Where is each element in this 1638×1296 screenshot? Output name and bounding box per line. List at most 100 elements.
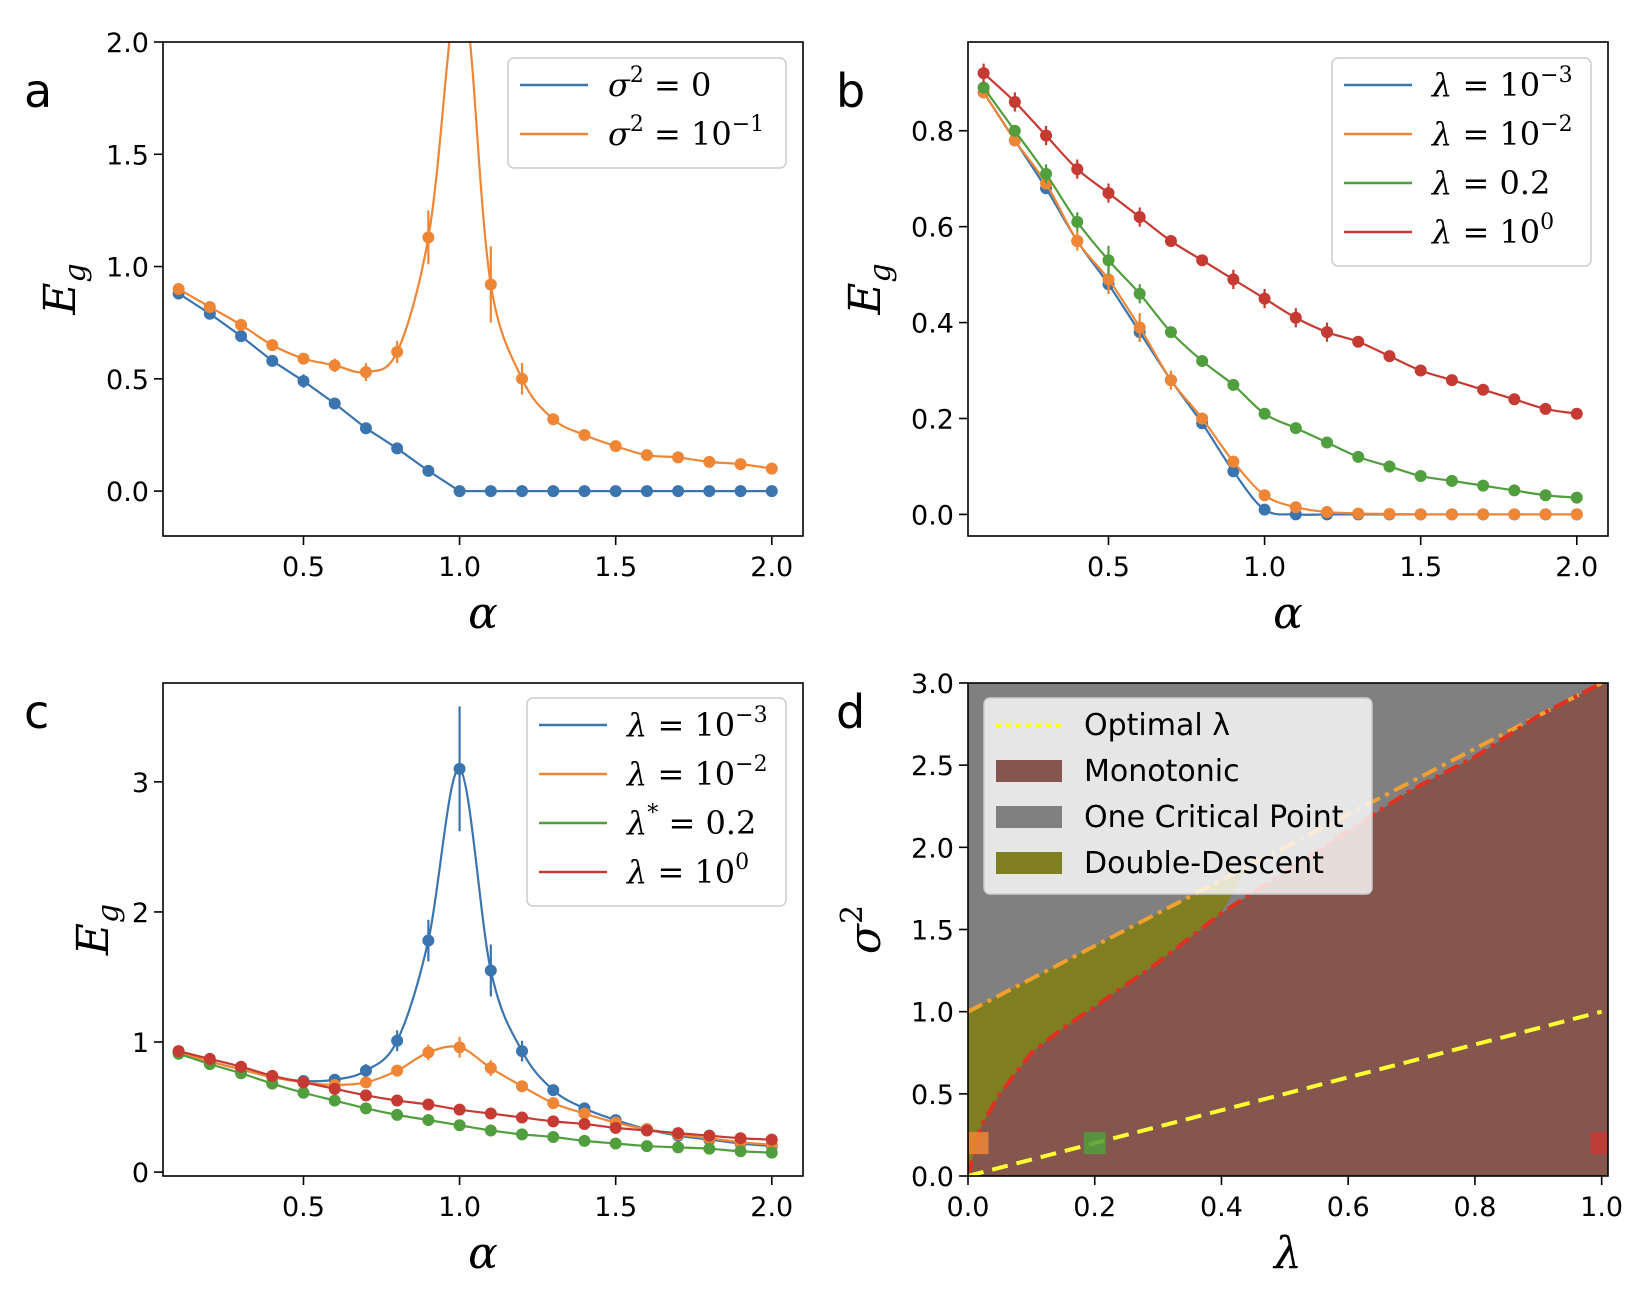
series-blue <box>172 287 778 498</box>
data-point <box>422 1098 435 1111</box>
x-tick-label: 2.0 <box>750 1192 793 1223</box>
data-point <box>1227 465 1240 478</box>
data-point <box>977 67 990 80</box>
data-point <box>516 372 529 385</box>
data-point <box>391 1094 404 1107</box>
data-point <box>1477 508 1490 521</box>
plot-area <box>172 42 778 498</box>
data-point <box>1258 503 1271 516</box>
series-green <box>977 81 1583 504</box>
data-point <box>547 413 560 426</box>
data-point <box>1008 124 1021 137</box>
data-point <box>1289 501 1302 514</box>
x-axis-label: λ <box>1272 1228 1302 1279</box>
data-point <box>1508 508 1521 521</box>
y-tick-label: 3 <box>132 768 149 799</box>
data-point <box>1570 508 1583 521</box>
x-tick-label: 0.4 <box>1200 1192 1243 1223</box>
data-point <box>1414 470 1427 483</box>
data-point <box>1383 460 1396 473</box>
data-point <box>1258 407 1271 420</box>
data-point <box>422 1114 435 1127</box>
data-point <box>578 1134 591 1147</box>
data-point <box>703 1142 716 1155</box>
y-axis-label: Eg <box>68 904 126 956</box>
panel-c: 0.5 1.0 1.5 2.0 0 1 2 3 c α Eg λ = 10−3 λ = 10−2 λ* =… <box>24 682 804 1279</box>
x-tick-label: 1.0 <box>1243 552 1286 583</box>
data-point <box>578 1117 591 1130</box>
series-orange <box>172 42 778 475</box>
data-point <box>1071 235 1084 248</box>
data-point <box>1164 374 1177 387</box>
x-tick-label: 0.5 <box>1087 552 1130 583</box>
data-point <box>1102 187 1115 200</box>
data-point <box>453 1119 466 1132</box>
data-point <box>359 422 372 435</box>
y-tick-label: 0.0 <box>911 500 954 531</box>
panel-letter: d <box>836 685 865 739</box>
y-tick-label: 0.4 <box>911 309 954 340</box>
data-point <box>547 1130 560 1143</box>
data-point <box>609 485 622 498</box>
legend-swatch <box>996 852 1062 874</box>
data-point <box>516 1080 529 1093</box>
x-tick-label: 1.0 <box>438 1192 481 1223</box>
data-point <box>297 375 310 388</box>
data-point <box>1445 374 1458 387</box>
data-point <box>672 1141 685 1154</box>
data-point <box>672 451 685 464</box>
data-point <box>734 458 747 471</box>
data-point <box>765 1133 778 1146</box>
data-point <box>1352 335 1365 348</box>
series-line <box>178 292 772 493</box>
legend-label: σ2 = 0 <box>608 63 711 104</box>
data-point <box>1414 508 1427 521</box>
data-point <box>734 1132 747 1145</box>
series-red <box>172 1045 778 1146</box>
data-point <box>1570 407 1583 420</box>
x-tick-label: 0.5 <box>282 1192 325 1223</box>
data-point <box>547 485 560 498</box>
data-point <box>578 485 591 498</box>
legend: λ = 10−3 λ = 10−2 λ = 0.2 λ = 100 <box>1331 57 1592 267</box>
data-point <box>359 366 372 379</box>
legend-label: λ* = 0.2 <box>625 801 756 842</box>
panel-letter: a <box>24 64 52 118</box>
series-green <box>172 1047 778 1159</box>
data-point <box>1133 211 1146 224</box>
data-point <box>703 485 716 498</box>
data-point <box>484 1107 497 1120</box>
legend-label: λ = 100 <box>625 850 749 891</box>
data-point <box>1071 215 1084 228</box>
legend: Optimal λ Monotonic One Critical Point Doub… <box>983 697 1373 895</box>
data-point <box>484 485 497 498</box>
data-point <box>328 1094 341 1107</box>
data-point <box>266 354 279 367</box>
data-point <box>359 1064 372 1077</box>
data-point <box>235 318 248 331</box>
data-point <box>609 1121 622 1134</box>
data-point <box>359 1089 372 1102</box>
data-point <box>1164 326 1177 339</box>
legend-label: λ = 10−3 <box>625 703 768 744</box>
plot-frame <box>162 41 804 537</box>
data-point <box>297 1086 310 1099</box>
data-point <box>516 1045 529 1058</box>
data-point <box>1133 287 1146 300</box>
plot-area <box>172 706 778 1159</box>
data-point <box>765 485 778 498</box>
data-point <box>1133 321 1146 334</box>
data-point <box>1414 364 1427 377</box>
region-double-descent <box>968 867 1247 1176</box>
legend-box <box>983 697 1373 895</box>
data-point <box>1539 508 1552 521</box>
data-point <box>422 231 435 244</box>
data-point <box>609 1137 622 1150</box>
data-point <box>328 1082 341 1095</box>
panel-letter: c <box>24 685 49 739</box>
panel-letter: b <box>836 64 865 118</box>
data-point <box>703 1129 716 1142</box>
legend: λ = 10−3 λ = 10−2 λ* = 0.2 λ = 100 <box>526 697 787 907</box>
data-point <box>1508 393 1521 406</box>
